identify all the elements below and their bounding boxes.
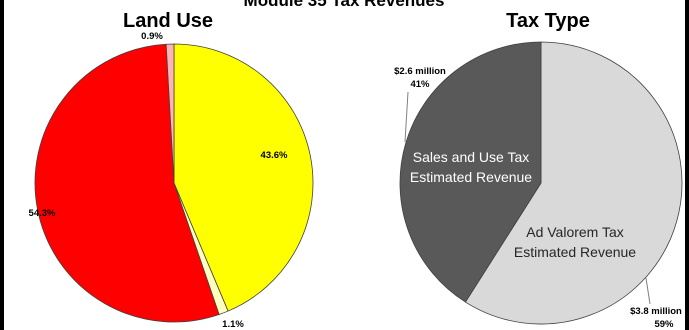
sales-use-amount-label: $2.6 million (394, 66, 446, 77)
land-use-slice-3 (165, 43, 175, 184)
tax-type-pie (399, 41, 683, 325)
tax-type-slice-0 (464, 41, 683, 325)
land-use-label-red: 54.3% (29, 208, 56, 219)
sales-use-name-line-1: Sales and Use Tax (413, 149, 529, 165)
sales-use-leader-line (404, 91, 409, 143)
tax-type-slice-1 (399, 41, 542, 303)
land-use-slice-2 (34, 43, 220, 323)
land-use-label-light-yellow: 1.1% (222, 319, 244, 330)
ad-valorem-name-line-1: Ad Valorem Tax (526, 224, 624, 240)
sales-use-name-line-2: Estimated Revenue (410, 169, 532, 185)
land-use-label-pink: 0.9% (141, 31, 163, 42)
land-use-pie (34, 43, 314, 323)
ad-valorem-leader-line (645, 277, 651, 305)
land-use-title: Land Use (123, 10, 213, 32)
ad-valorem-percent-label: 59% (654, 319, 674, 330)
figure-title: Module 35 Tax Revenues (244, 0, 445, 10)
land-use-slice-0 (173, 43, 314, 312)
chart-canvas: Module 35 Tax Revenues Land Use Tax Type… (29, 0, 683, 330)
ad-valorem-name-line-2: Estimated Revenue (514, 244, 636, 260)
tax-type-title: Tax Type (506, 10, 590, 32)
land-use-label-yellow: 43.6% (261, 150, 288, 161)
sales-use-percent-label: 41% (410, 79, 430, 90)
ad-valorem-amount-label: $3.8 million (630, 306, 682, 317)
